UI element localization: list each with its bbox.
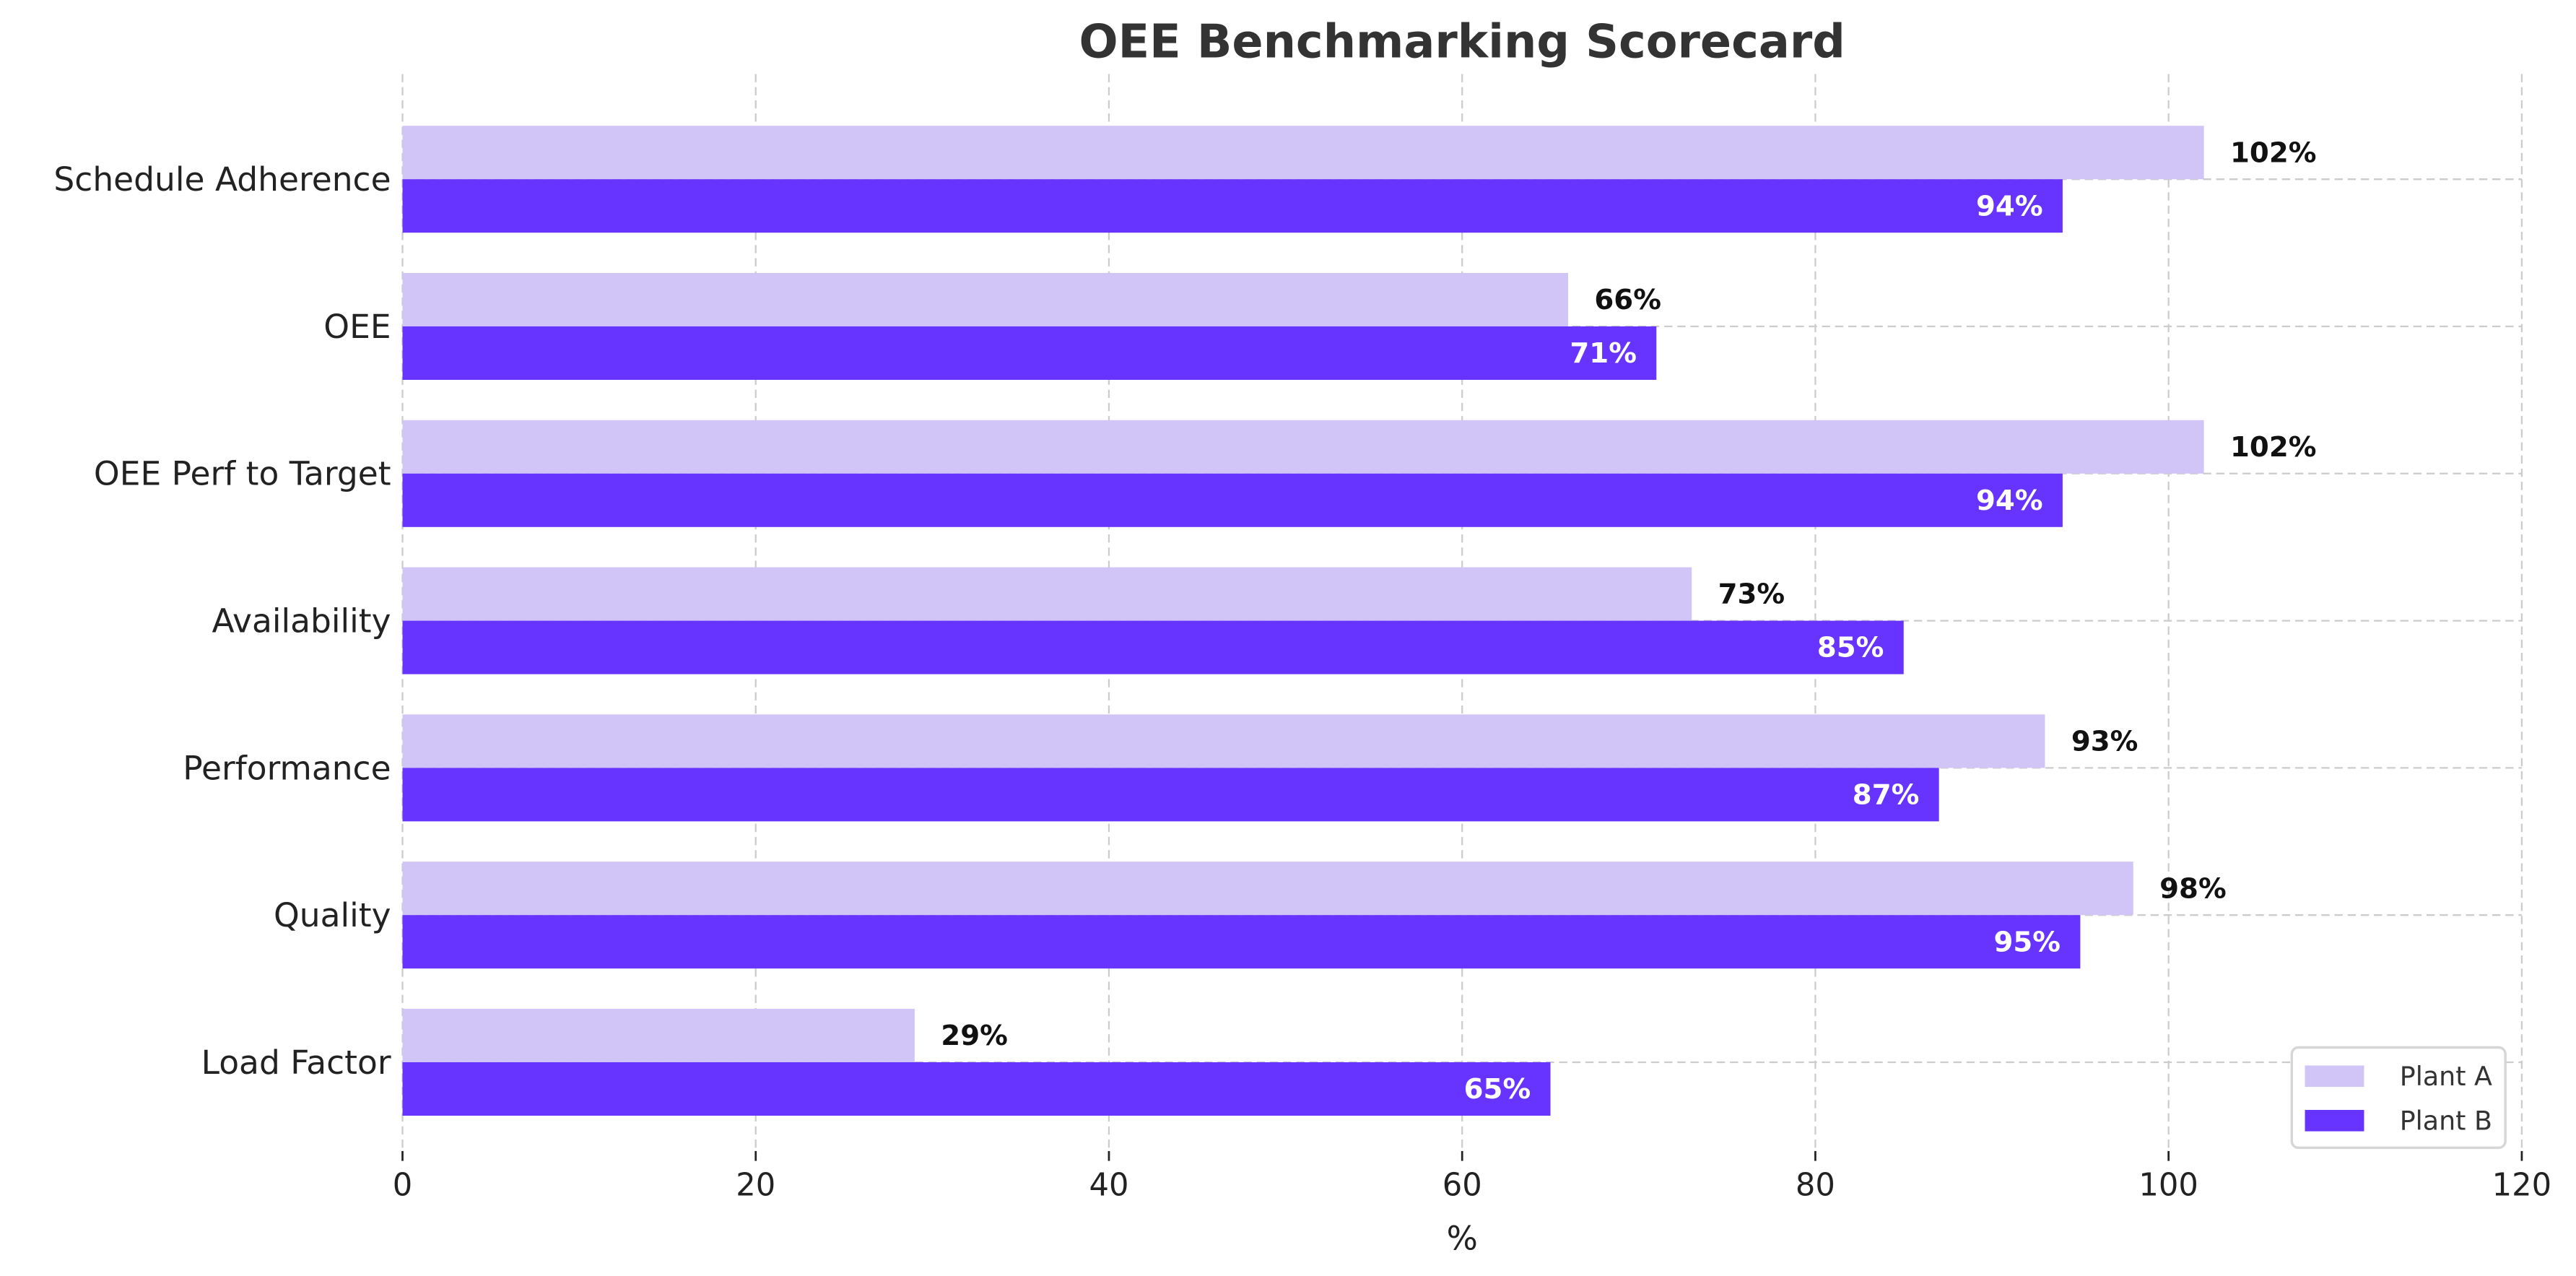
data-label-plant-b: 87%: [1853, 778, 1920, 811]
legend-swatch-plant-a: [2305, 1065, 2364, 1088]
bar-plant-a: [402, 861, 2133, 916]
data-label-plant-b: 95%: [1993, 926, 2061, 958]
x-axis-label: %: [1447, 1220, 1478, 1258]
bar-plant-b: [402, 1062, 1551, 1116]
x-tick-label: 40: [1089, 1167, 1128, 1203]
bars: 102% 94% 66% 71% 102% 94% 73% 85% 93% 87% 98% 95% 29…: [402, 126, 2316, 1116]
x-tick-label: 0: [393, 1167, 413, 1203]
bar-plant-b: [402, 768, 1939, 822]
y-axis: Schedule Adherence OEE OEE Perf to Target A…: [53, 160, 391, 1082]
bar-plant-b: [402, 915, 2081, 969]
bar-plant-b: [402, 473, 2063, 527]
bar-plant-a: [402, 567, 1692, 621]
legend: Plant A Plant B: [2290, 1046, 2507, 1150]
legend-label-plant-b: Plant B: [2400, 1105, 2492, 1136]
chart-title: OEE Benchmarking Scorecard: [1079, 16, 1845, 69]
data-label-plant-b: 65%: [1464, 1073, 1531, 1106]
category-label: Availability: [212, 602, 391, 641]
legend-label-plant-a: Plant A: [2400, 1061, 2492, 1092]
data-label-plant-a: 102%: [2230, 136, 2316, 169]
x-axis: 0 20 40 60 80 100 120: [393, 1150, 2552, 1203]
bar-plant-a: [402, 714, 2045, 768]
bar-plant-b: [402, 179, 2063, 233]
data-label-plant-a: 66%: [1594, 284, 1661, 316]
category-label: Load Factor: [201, 1043, 391, 1082]
category-label: Quality: [274, 896, 391, 934]
x-tick-label: 20: [736, 1167, 775, 1203]
bar-plant-a: [402, 272, 1568, 326]
data-label-plant-a: 102%: [2230, 431, 2316, 464]
bar-plant-a: [402, 126, 2204, 180]
category-label: Schedule Adherence: [53, 160, 391, 199]
data-label-plant-a: 73%: [1718, 578, 1785, 611]
category-label: OEE Perf to Target: [94, 455, 391, 493]
bar-plant-a: [402, 1008, 915, 1062]
bar-plant-b: [402, 326, 1657, 381]
x-tick-label: 80: [1796, 1167, 1835, 1203]
x-tick-label: 60: [1443, 1167, 1482, 1203]
x-tick-label: 100: [2138, 1167, 2198, 1203]
legend-swatch-plant-b: [2305, 1110, 2364, 1132]
data-label-plant-a: 29%: [941, 1020, 1008, 1052]
data-label-plant-a: 93%: [2071, 725, 2138, 758]
bar-plant-a: [402, 420, 2204, 474]
data-label-plant-b: 85%: [1817, 632, 1884, 664]
data-label-plant-a: 98%: [2159, 872, 2227, 905]
data-label-plant-b: 94%: [1976, 485, 2043, 517]
category-label: OEE: [323, 308, 391, 346]
category-label: Performance: [183, 749, 391, 787]
bar-plant-b: [402, 620, 1904, 674]
x-tick-label: 120: [2492, 1167, 2552, 1203]
data-label-plant-b: 94%: [1976, 190, 2043, 222]
data-label-plant-b: 71%: [1570, 337, 1637, 370]
